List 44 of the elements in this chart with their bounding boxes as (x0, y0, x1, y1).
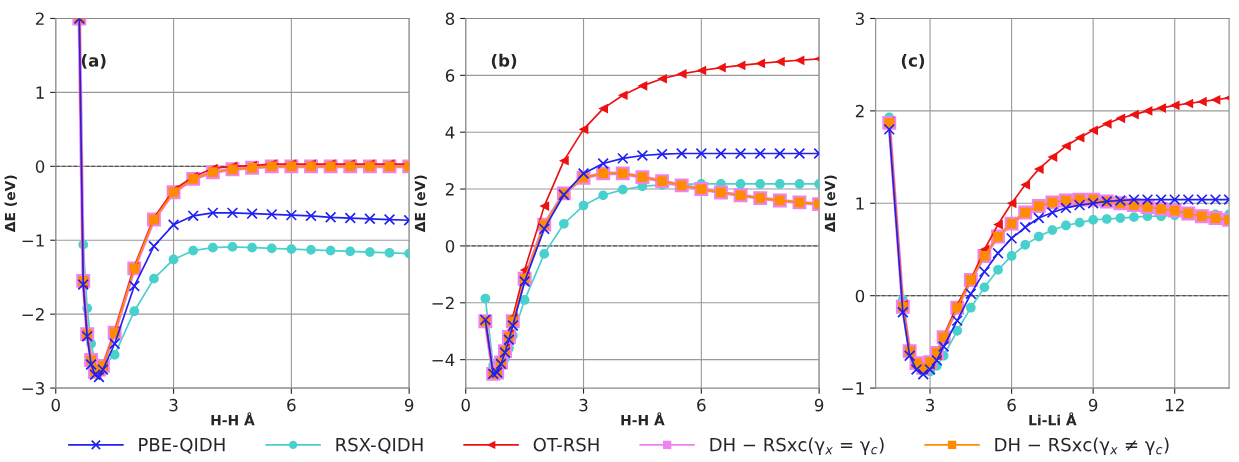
y-tick-label: 2 (855, 104, 864, 118)
y-tick-label: 3 (855, 12, 864, 26)
x-tick-label: 3 (926, 398, 935, 412)
x-tick-label: 0 (51, 398, 60, 412)
y-tick-label: 2 (445, 183, 454, 196)
y-tick-label: 0 (445, 239, 455, 253)
x-tick-label: 3 (169, 398, 178, 412)
x-tick-label: 3 (579, 398, 588, 412)
legend-label: RSX-QIDH (336, 437, 423, 454)
legend-label: DH − RSxc(γ$_{x}$ ≠ γ$_{c}$) (995, 437, 1169, 455)
y-axis-title: ΔE (eV) (824, 175, 837, 233)
x-axis-title: H-H Å (621, 412, 665, 426)
y-tick-label: 2 (35, 12, 44, 25)
y-tick-label: −1 (842, 382, 864, 395)
y-tick-label: −1 (22, 234, 44, 247)
x-axis-title: H-H Å (211, 412, 255, 426)
x-tick-label: 6 (287, 398, 296, 412)
y-axis-title: ΔE (eV) (4, 175, 17, 233)
y-tick-label: 6 (445, 69, 455, 82)
legend-label: DH − RSxc(γ$_{x}$ = γ$_{c}$) (710, 437, 884, 455)
x-tick-label: 12 (1165, 398, 1184, 412)
y-tick-label: 1 (856, 197, 864, 210)
y-tick-label: 8 (445, 12, 455, 26)
y-tick-label: −2 (432, 296, 454, 310)
y-tick-label: 0 (855, 289, 865, 303)
y-tick-label: 4 (445, 126, 455, 139)
x-tick-label: 6 (1007, 398, 1016, 412)
y-axis-title: ΔE (eV) (414, 175, 427, 233)
legend-label: PBE-QIDH (139, 437, 225, 454)
x-axis-title: Li-Li Å (1029, 412, 1077, 426)
x-tick-label: 9 (404, 398, 414, 412)
x-tick-label: 9 (1088, 398, 1098, 412)
x-tick-label: 6 (697, 398, 706, 412)
y-tick-label: 1 (36, 86, 44, 99)
x-tick-label: 9 (814, 398, 824, 412)
y-tick-label: 0 (35, 160, 45, 173)
y-tick-label: −4 (432, 353, 455, 366)
x-tick-label: 0 (461, 398, 470, 412)
legend-label: OT-RSH (533, 437, 599, 452)
y-tick-label: −3 (22, 382, 44, 395)
annotation: (a) (81, 53, 106, 69)
annotation: (b) (491, 53, 517, 69)
y-tick-label: −2 (22, 308, 44, 321)
annotation: (c) (901, 53, 925, 69)
